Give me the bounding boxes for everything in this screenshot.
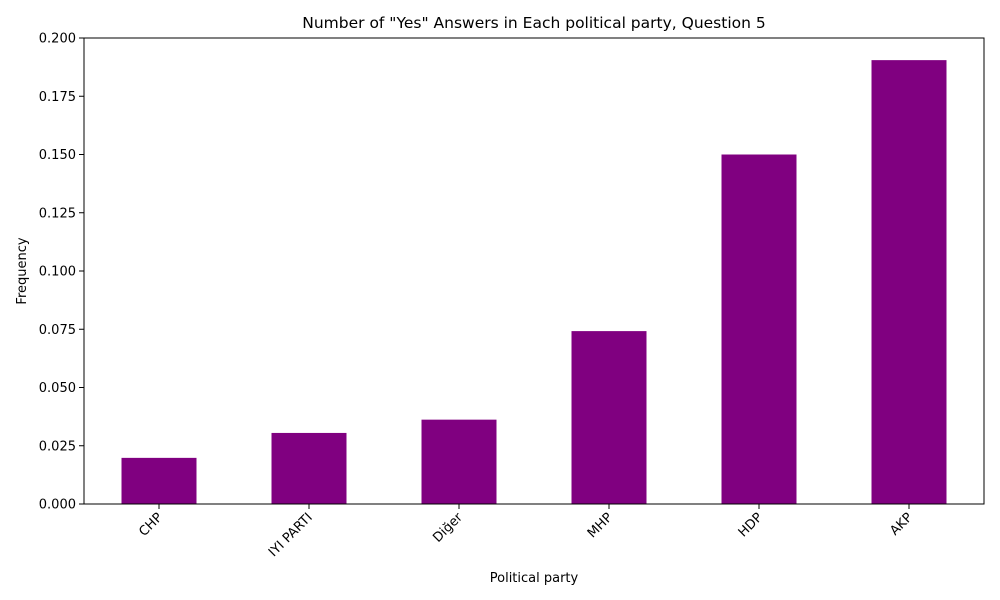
bar-5 — [871, 60, 947, 504]
y-tick-label: 0.200 — [39, 32, 76, 47]
y-tick-label: 0.000 — [39, 498, 76, 513]
bar-1 — [271, 432, 347, 504]
y-tick-label: 0.150 — [39, 148, 76, 163]
bar-4 — [721, 154, 797, 504]
y-tick-label: 0.050 — [39, 381, 76, 396]
bar-0 — [121, 457, 197, 504]
y-tick-label: 0.125 — [39, 206, 76, 221]
x-tick-label: MHP — [585, 510, 616, 541]
x-tick-label: Diğer — [430, 510, 466, 546]
x-tick-label: IYI PARTI — [266, 510, 316, 560]
x-tick-label: HDP — [736, 510, 766, 540]
bars-group — [121, 60, 947, 504]
y-tick-label: 0.075 — [39, 323, 76, 338]
bar-3 — [571, 331, 647, 504]
y-tick-label: 0.175 — [39, 90, 76, 105]
y-axis-label: Frequency — [15, 237, 30, 304]
y-tick-label: 0.100 — [39, 265, 76, 280]
chart-title: Number of "Yes" Answers in Each politica… — [302, 14, 765, 32]
x-axis-label: Political party — [490, 571, 579, 586]
x-tick-label: AKP — [887, 510, 916, 539]
y-tick-label: 0.025 — [39, 439, 76, 454]
x-tick-label: CHP — [136, 510, 166, 540]
bar-2 — [421, 419, 497, 504]
plot-frame — [83, 37, 985, 505]
y-axis: 0.000 0.025 0.050 0.075 0.100 0.125 0.150 0.175… — [39, 32, 84, 513]
x-axis: CHP IYI PARTI Diğer MHP HDP AKP — [136, 504, 916, 560]
